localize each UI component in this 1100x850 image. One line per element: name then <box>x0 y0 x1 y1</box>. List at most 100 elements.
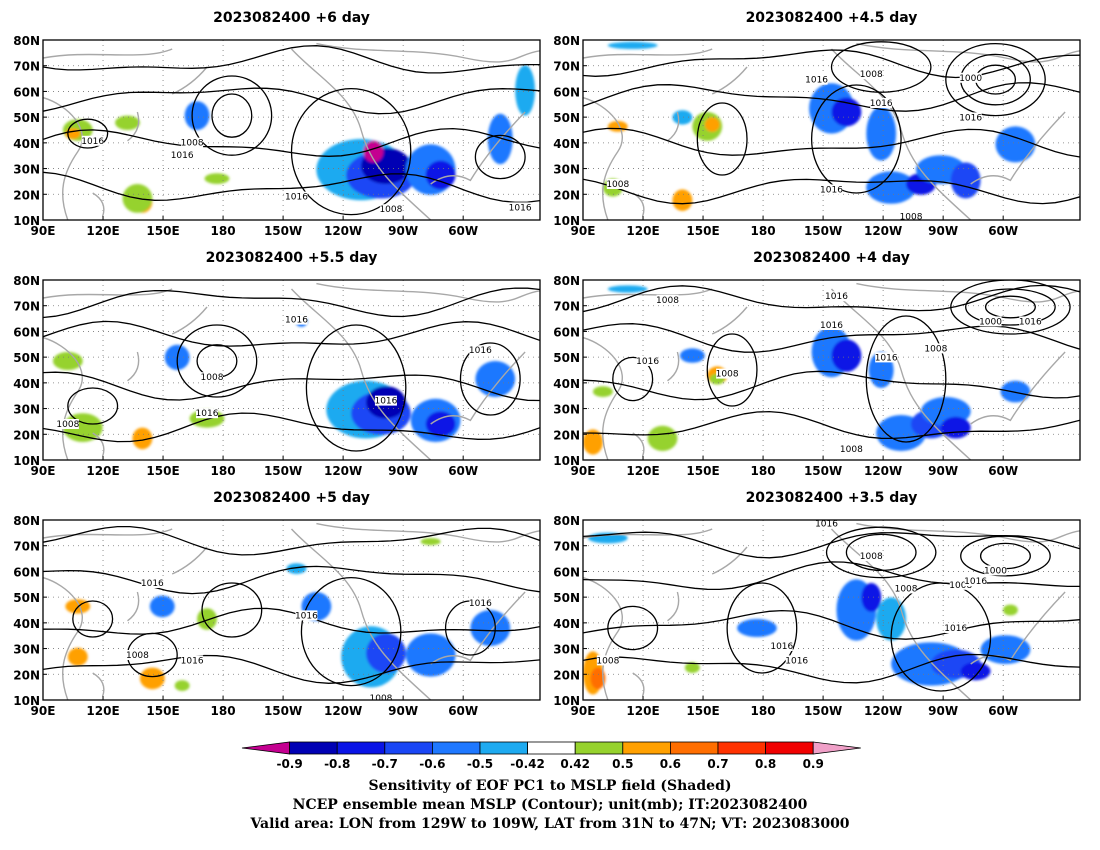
lon-tick-label: 150W <box>804 704 842 718</box>
lon-tick-label: 180 <box>211 464 236 478</box>
lon-tick-label: 150W <box>804 464 842 478</box>
lon-tick-label: 150W <box>804 224 842 238</box>
contour-ring <box>612 356 654 402</box>
lon-tick-label: 60W <box>448 704 478 718</box>
contour-label-bg <box>509 202 532 213</box>
contour-label: 1016 <box>820 185 843 195</box>
contour-label-bg <box>979 316 1002 327</box>
lon-tick-label: 120E <box>86 704 119 718</box>
contour-label: 1008 <box>656 296 679 306</box>
map-frame <box>582 279 1081 461</box>
lon-tick-label: 90E <box>571 464 596 478</box>
contour-ring <box>984 295 1036 319</box>
lat-tick-label: 40N <box>553 137 580 151</box>
contour-line <box>43 565 540 595</box>
contour-label-bg <box>870 98 893 108</box>
contour-label: 1008 <box>860 552 883 562</box>
lat-tick-label: 50N <box>13 591 40 605</box>
contour-ring <box>191 75 273 156</box>
lat-tick-label: 10N <box>553 694 580 708</box>
lat-tick-label: 20N <box>553 428 580 442</box>
colorbar-tick-label: 0.42 <box>560 757 590 771</box>
contour-label: 1016 <box>509 203 532 213</box>
contour-ring <box>696 102 748 176</box>
shaded-region <box>866 171 916 204</box>
shaded-region <box>704 117 720 132</box>
lon-tick-label: 90E <box>31 464 56 478</box>
contour-label-bg <box>369 693 392 700</box>
lat-tick-label: 30N <box>13 643 40 657</box>
contour-label: 1008 <box>716 370 739 380</box>
contour-ring <box>890 582 992 692</box>
contour-label-bg <box>820 184 843 195</box>
shaded-region <box>115 115 140 130</box>
contour-ring <box>176 324 258 398</box>
lon-tick-label: 90W <box>388 224 418 238</box>
contour-label: 1008 <box>840 445 863 455</box>
contour-label: 1016 <box>805 76 828 86</box>
contour-ring <box>474 134 526 180</box>
lat-tick-label: 80N <box>553 274 580 288</box>
shaded-region <box>684 662 700 673</box>
shaded-region <box>647 425 678 451</box>
lat-tick-label: 40N <box>553 377 580 391</box>
colorbar-tick-label: 0.6 <box>660 757 681 771</box>
mslp-contours <box>583 41 1080 205</box>
contour-ring <box>960 535 1051 577</box>
lon-tick-label: 180 <box>211 704 236 718</box>
contour-line <box>583 410 1080 440</box>
contour-label: 1016 <box>870 99 893 109</box>
contour-line <box>583 178 1080 205</box>
shaded-region <box>286 563 307 574</box>
colorbar-segment <box>431 741 481 755</box>
lon-tick-label: 60W <box>988 224 1018 238</box>
contour-label: 1016 <box>81 137 104 147</box>
lat-tick-label: 40N <box>13 617 40 631</box>
contour-label: 1008 <box>56 420 79 430</box>
lon-tick-label: 120E <box>626 224 659 238</box>
contour-label-bg <box>895 583 918 594</box>
mslp-contours <box>583 526 1080 692</box>
lat-tick-label: 10N <box>13 214 40 228</box>
lat-lon-grid <box>583 520 1080 700</box>
contour-label-bg <box>141 578 164 588</box>
colorbar-tick-label: 0.5 <box>612 757 633 771</box>
lat-lon-grid <box>43 280 540 460</box>
caption-line-2: NCEP ensemble mean MSLP (Contour); unit(… <box>292 797 808 813</box>
coastlines <box>43 42 540 220</box>
contour-label: 1016 <box>181 656 204 666</box>
lat-tick-label: 30N <box>553 403 580 417</box>
contour-ring <box>211 93 253 138</box>
shaded-region <box>866 106 897 161</box>
contour-label: 1016 <box>825 292 848 302</box>
contour-label-bg <box>984 565 1007 576</box>
lon-tick-label: 90E <box>571 224 596 238</box>
contour-line <box>583 609 1080 640</box>
contour-ring <box>305 324 407 452</box>
colorbar-segment <box>289 741 338 755</box>
contour-line <box>583 561 1080 591</box>
lat-tick-label: 20N <box>13 188 40 202</box>
colorbar-segment <box>717 741 766 755</box>
lat-tick-label: 50N <box>553 591 580 605</box>
contour-line <box>43 412 540 443</box>
panel-title: 2023082400 +4.5 day <box>746 10 918 26</box>
contour-ring <box>67 118 109 149</box>
contour-line <box>43 287 540 319</box>
colorbar-tick-label: -0.8 <box>324 757 350 771</box>
lon-tick-label: 120W <box>864 704 902 718</box>
contour-label-bg <box>200 372 223 383</box>
colorbar-segment <box>765 741 814 755</box>
colorbar-tick-label: -0.7 <box>372 757 398 771</box>
contour-label-bg <box>840 444 863 455</box>
shaded-region <box>475 361 516 397</box>
contour-label: 1016 <box>959 113 982 123</box>
lat-tick-label: 60N <box>553 85 580 99</box>
lat-tick-label: 70N <box>553 300 580 314</box>
colorbar-tick-label: -0.42 <box>510 757 545 771</box>
lon-tick-label: 60W <box>448 464 478 478</box>
